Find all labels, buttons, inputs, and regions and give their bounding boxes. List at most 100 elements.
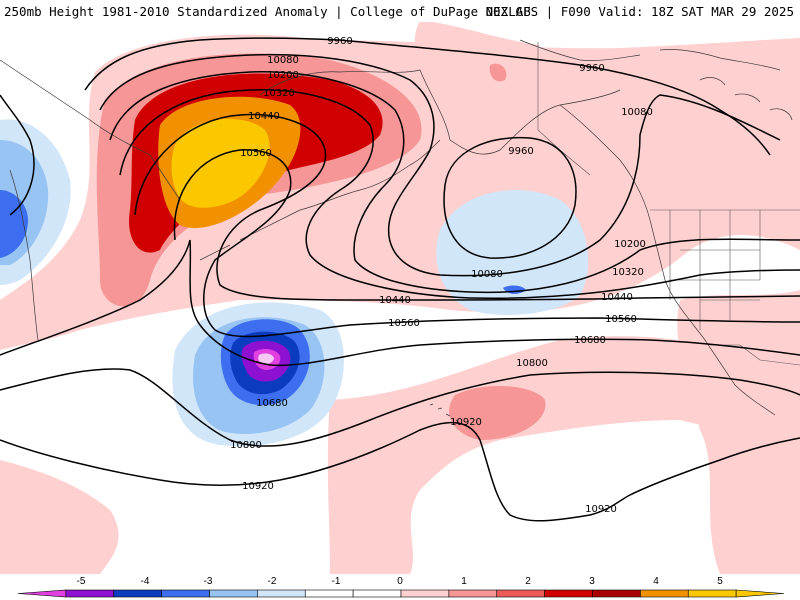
colorbar-segment bbox=[735, 589, 785, 598]
anomaly-negative-s3 bbox=[0, 190, 28, 258]
contour-label: 10920 bbox=[450, 417, 482, 428]
contour-10800-a bbox=[0, 368, 800, 447]
colorbar-segment bbox=[352, 589, 402, 598]
anomaly-negative-s1b bbox=[436, 190, 589, 315]
anomaly-fill bbox=[0, 22, 800, 574]
siberia-coast bbox=[0, 59, 181, 201]
svg-text:10440: 10440 bbox=[379, 295, 411, 306]
colorbar-tick: 0 bbox=[397, 576, 403, 587]
colorbar-tick: 4 bbox=[653, 576, 659, 587]
colorbar: -5 -4 -3 -2 -1 0 1 2 3 4 5 bbox=[17, 576, 785, 598]
contour-10200-a bbox=[109, 71, 800, 294]
svg-text:10200: 10200 bbox=[267, 70, 299, 81]
svg-text:10440: 10440 bbox=[248, 111, 280, 122]
colorbar-tick: 1 bbox=[461, 576, 467, 587]
contour-label: 10800 bbox=[516, 358, 548, 369]
map-canvas: 9960 9960 9960 10080 10080 10080 10200 1… bbox=[0, 22, 800, 574]
colorbar-segment bbox=[496, 589, 545, 598]
anomaly-positive-s2c bbox=[489, 63, 507, 82]
contour-label: 10440 bbox=[379, 295, 411, 306]
contour-label: 10560 bbox=[388, 318, 420, 329]
us-state-lines bbox=[669, 210, 761, 330]
contour-label: 10560 bbox=[240, 148, 272, 159]
colorbar-tick: -1 bbox=[332, 576, 341, 587]
run-info: 00Z GFS | F090 Valid: 18Z SAT MAR 29 202… bbox=[485, 4, 794, 19]
svg-text:10560: 10560 bbox=[388, 318, 420, 329]
colorbar-tick: 5 bbox=[717, 576, 723, 587]
anomaly-positive-4 bbox=[0, 460, 119, 574]
anomaly-negative-s7 bbox=[258, 353, 274, 365]
hudson-islands bbox=[699, 77, 793, 121]
colorbar-segment bbox=[544, 589, 593, 598]
colorbar-segment bbox=[113, 589, 162, 598]
colorbar-segment bbox=[400, 589, 450, 598]
colorbar-segment bbox=[592, 589, 641, 598]
colorbar-tick: -5 bbox=[77, 576, 86, 587]
contour-label: 10200 bbox=[267, 70, 299, 81]
contour-label: 9960 bbox=[508, 146, 533, 157]
map-title: 250mb Height 1981-2010 Standardized Anom… bbox=[4, 4, 531, 19]
colorbar-tick: -2 bbox=[268, 576, 277, 587]
contour-label: 10080 bbox=[471, 269, 503, 280]
colorbar-segment bbox=[687, 589, 737, 598]
contour-label: 10320 bbox=[263, 88, 295, 99]
colorbar-segment bbox=[209, 589, 258, 598]
contour-10920-a bbox=[0, 421, 800, 522]
svg-text:10080: 10080 bbox=[621, 107, 653, 118]
contour-label: 10920 bbox=[585, 504, 617, 515]
contour-9960-a bbox=[0, 94, 35, 216]
coastlines bbox=[0, 39, 793, 425]
svg-text:10920: 10920 bbox=[585, 504, 617, 515]
svg-text:10080: 10080 bbox=[267, 55, 299, 66]
colorbar-tick: 2 bbox=[525, 576, 531, 587]
contour-10680-a bbox=[0, 239, 800, 367]
svg-text:10080: 10080 bbox=[471, 269, 503, 280]
alaska-canada-border bbox=[537, 42, 591, 176]
contour-label: 10200 bbox=[614, 239, 646, 250]
colorbar-segment bbox=[304, 589, 354, 598]
colorbar-segments bbox=[17, 589, 785, 598]
contour-label: 9960 bbox=[327, 36, 352, 47]
colorbar-segment bbox=[161, 589, 210, 598]
arctic-coast bbox=[519, 39, 781, 71]
contour-10080-a bbox=[99, 53, 781, 277]
contour-10440-a bbox=[134, 113, 800, 301]
svg-text:10920: 10920 bbox=[450, 417, 482, 428]
svg-text:9960: 9960 bbox=[327, 36, 352, 47]
svg-text:10320: 10320 bbox=[612, 267, 644, 278]
contour-label: 10680 bbox=[574, 335, 606, 346]
svg-text:10440: 10440 bbox=[601, 292, 633, 303]
anomaly-positive-2 bbox=[327, 336, 800, 574]
svg-text:10800: 10800 bbox=[230, 440, 262, 451]
contour-label: 10680 bbox=[256, 398, 288, 409]
colorbar-segment bbox=[17, 589, 67, 598]
contour-9960-c bbox=[443, 136, 577, 259]
alaska-peninsula bbox=[299, 139, 441, 211]
svg-text:10560: 10560 bbox=[605, 314, 637, 325]
contour-10320-a bbox=[119, 89, 800, 299]
colorbar-ticks: -5 -4 -3 -2 -1 0 1 2 3 4 5 bbox=[77, 576, 724, 587]
colorbar-segment bbox=[65, 589, 115, 598]
contour-label: 10080 bbox=[267, 55, 299, 66]
colorbar-segment bbox=[257, 589, 306, 598]
svg-text:10560: 10560 bbox=[240, 148, 272, 159]
contour-label: 10560 bbox=[605, 314, 637, 325]
contour-label: 9960 bbox=[579, 63, 604, 74]
colorbar-segment bbox=[448, 589, 498, 598]
colorbar-tick: 3 bbox=[589, 576, 595, 587]
colorbar-tick: -4 bbox=[141, 576, 150, 587]
contour-label: 10920 bbox=[242, 481, 274, 492]
alaska-coastline bbox=[259, 69, 621, 155]
contour-label: 10440 bbox=[248, 111, 280, 122]
svg-text:9960: 9960 bbox=[579, 63, 604, 74]
anomaly-positive-3 bbox=[677, 290, 800, 574]
svg-text:10680: 10680 bbox=[574, 335, 606, 346]
svg-text:10800: 10800 bbox=[516, 358, 548, 369]
hawaii-islands bbox=[429, 403, 461, 425]
contour-9960-b bbox=[84, 37, 771, 156]
contour-labels: 9960 9960 9960 10080 10080 10080 10200 1… bbox=[230, 36, 653, 515]
svg-text:10200: 10200 bbox=[614, 239, 646, 250]
anomaly-positive-s5 bbox=[171, 118, 270, 208]
kamchatka bbox=[9, 169, 39, 341]
